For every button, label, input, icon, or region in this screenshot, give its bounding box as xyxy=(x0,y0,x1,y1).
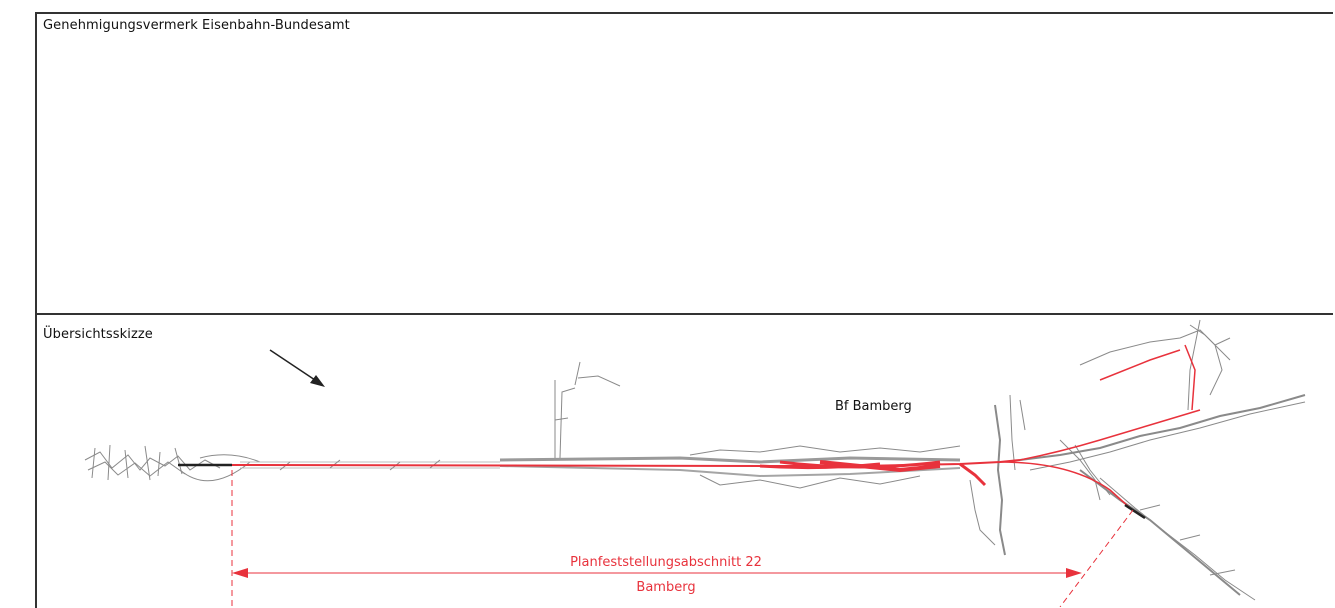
section-dimension-arrow xyxy=(232,568,1082,578)
drawing-frame xyxy=(35,12,1333,608)
rail-line xyxy=(231,344,1201,509)
section-label: Planfeststellungsabschnitt 22 xyxy=(570,555,762,570)
station-label: Bf Bamberg xyxy=(835,399,912,414)
approval-panel: Genehmigungsvermerk Eisenbahn-Bundesamt xyxy=(35,12,1333,315)
section-boundary-right xyxy=(1059,509,1134,607)
overview-title: Übersichtsskizze xyxy=(43,327,153,342)
approval-title: Genehmigungsvermerk Eisenbahn-Bundesamt xyxy=(43,18,350,33)
overview-panel: Übersichtsskizze xyxy=(35,315,1333,607)
section-end-marker xyxy=(1124,503,1146,520)
north-arrow-icon xyxy=(269,349,325,387)
section-sublabel: Bamberg xyxy=(636,580,695,595)
